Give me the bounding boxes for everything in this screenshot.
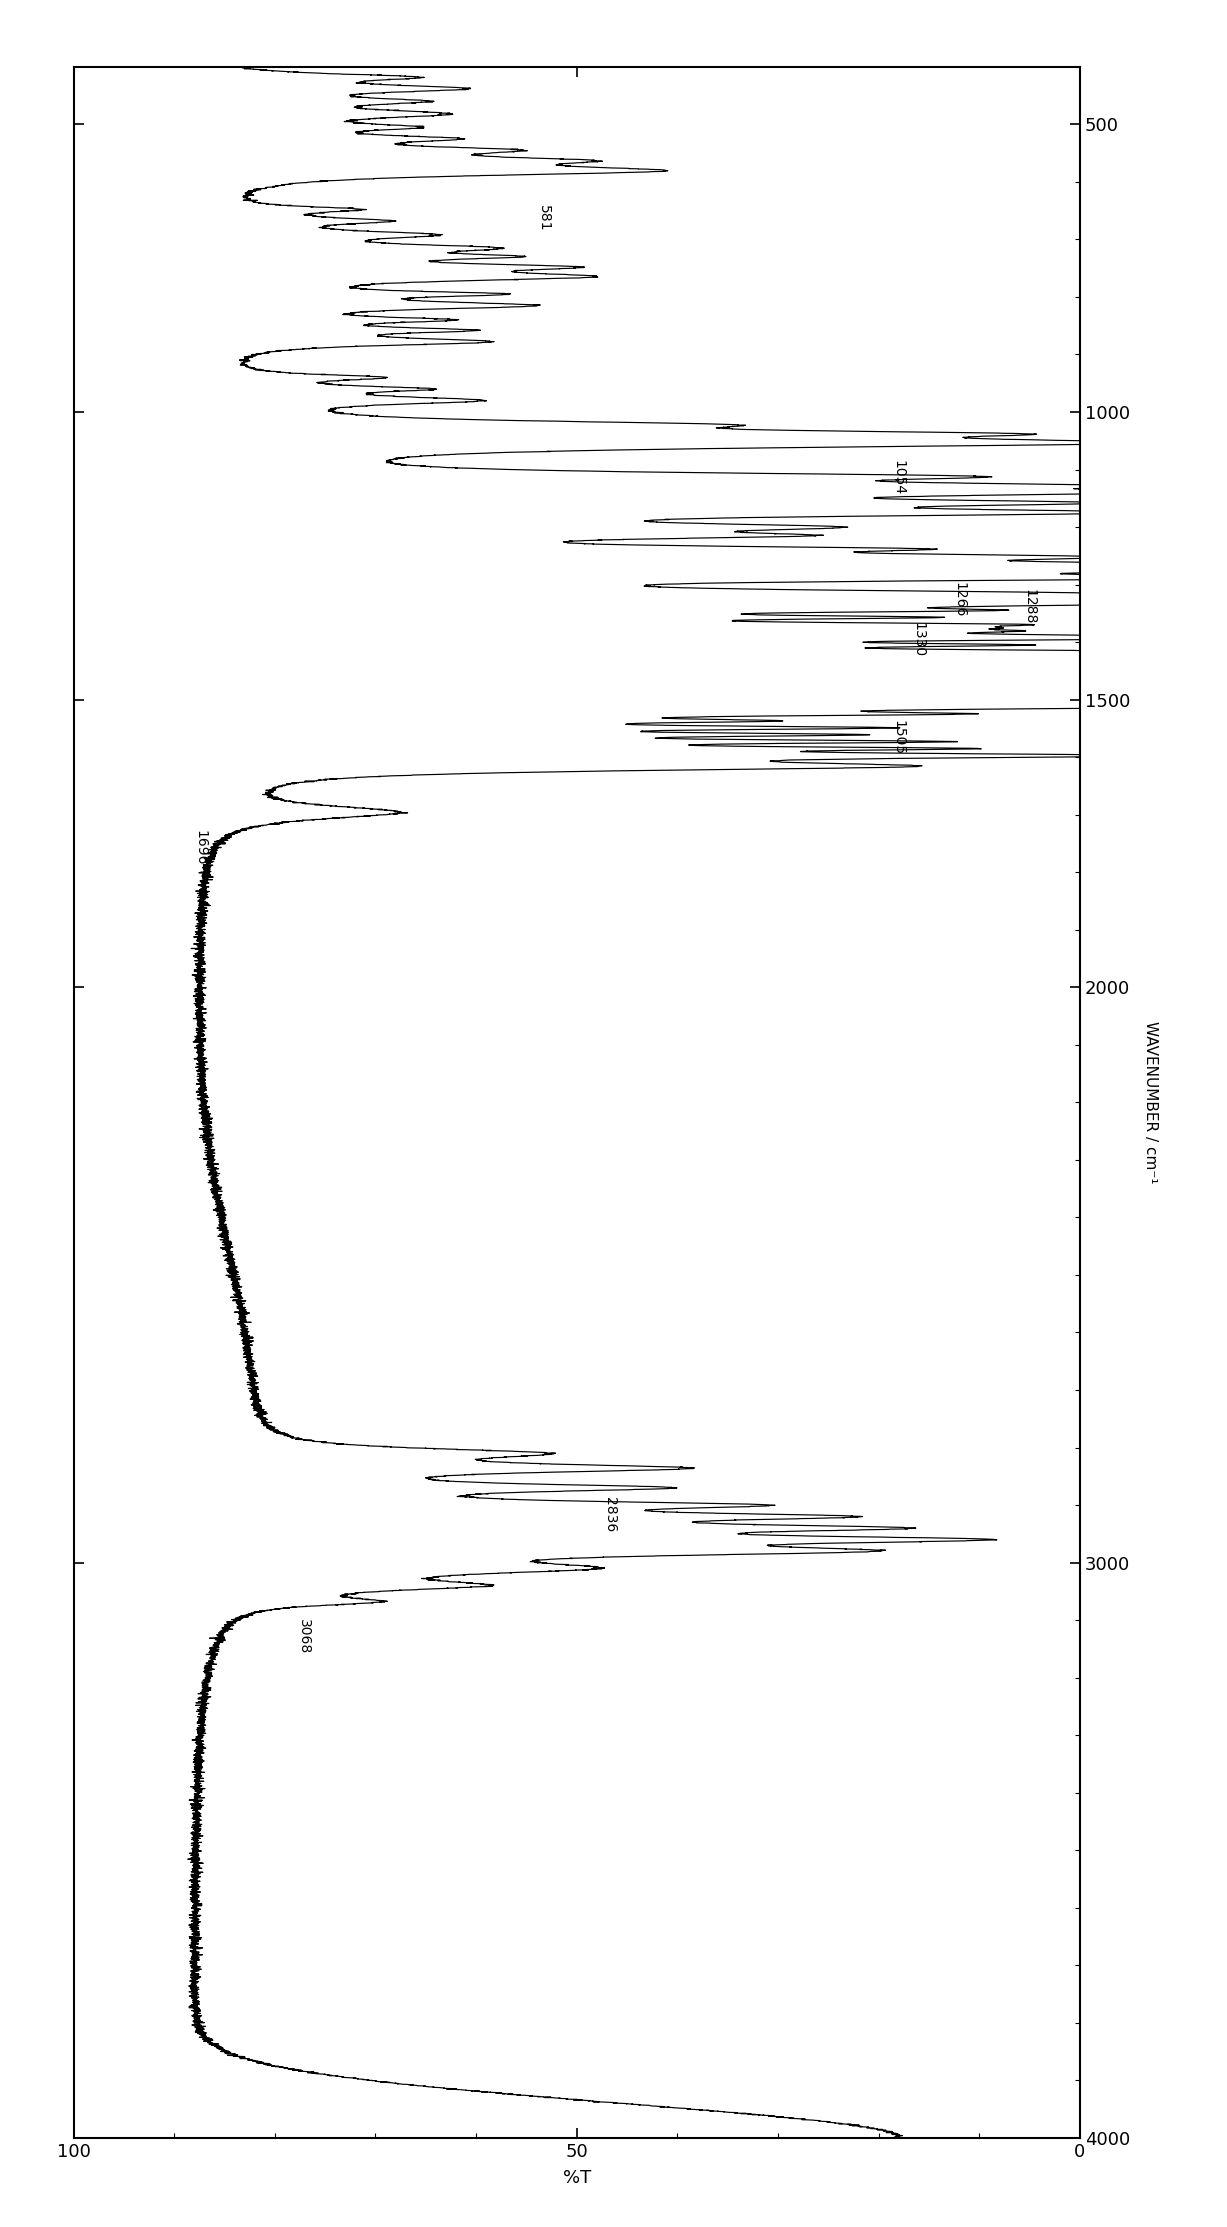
Text: 1288: 1288: [1022, 590, 1037, 624]
Text: 2836: 2836: [604, 1497, 617, 1532]
Text: 1266: 1266: [952, 581, 966, 617]
X-axis label: %T: %T: [562, 2169, 591, 2187]
Text: 3068: 3068: [297, 1619, 312, 1655]
Text: 1330: 1330: [912, 621, 926, 657]
Text: 1696: 1696: [193, 831, 207, 864]
Text: 581: 581: [537, 205, 551, 232]
Y-axis label: WAVENUMBER / cm⁻¹: WAVENUMBER / cm⁻¹: [1142, 1022, 1158, 1183]
Text: 1505: 1505: [892, 719, 906, 755]
Text: 1054: 1054: [892, 461, 906, 494]
